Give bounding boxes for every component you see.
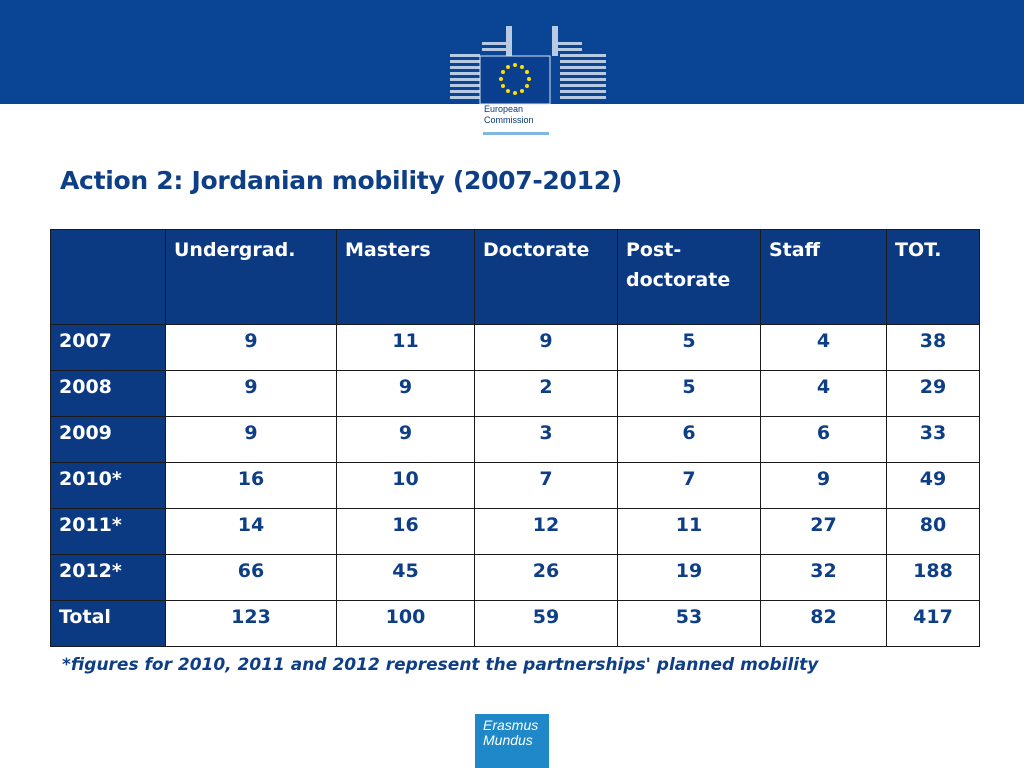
cell-value: 27 (760, 508, 887, 555)
cell-value: 26 (474, 554, 618, 601)
cell-value: 4 (760, 370, 887, 417)
cell-value: 33 (886, 416, 980, 463)
cell-value: 9 (165, 324, 337, 371)
cell-value: 12 (474, 508, 618, 555)
cell-value: 80 (886, 508, 980, 555)
table-row: 2008 9 9 2 5 4 29 (50, 370, 980, 417)
table-row: 2007 9 11 9 5 4 38 (50, 324, 980, 371)
page-title: Action 2: Jordanian mobility (2007-2012) (60, 166, 622, 195)
cell-value: 5 (617, 324, 761, 371)
cell-value: 188 (886, 554, 980, 601)
cell-value: 9 (165, 370, 337, 417)
ec-logo-underline (483, 132, 549, 135)
cell-value: 11 (617, 508, 761, 555)
cell-value: 11 (336, 324, 475, 371)
row-label: 2010* (50, 462, 166, 509)
header-cell-undergrad: Undergrad. (165, 229, 337, 325)
cell-value: 6 (617, 416, 761, 463)
row-label: 2008 (50, 370, 166, 417)
european-commission-logo: European Commission (440, 18, 616, 138)
cell-value: 59 (474, 600, 618, 647)
header-cell-masters: Masters (336, 229, 475, 325)
cell-value: 9 (165, 416, 337, 463)
cell-value: 9 (474, 324, 618, 371)
cell-value: 45 (336, 554, 475, 601)
header-cell-total: TOT. (886, 229, 980, 325)
cell-value: 66 (165, 554, 337, 601)
ec-logo-line2: Commission (484, 115, 534, 125)
cell-value: 5 (617, 370, 761, 417)
ec-logo-text: European Commission (484, 104, 564, 126)
cell-value: 6 (760, 416, 887, 463)
cell-value: 3 (474, 416, 618, 463)
cell-value: 100 (336, 600, 475, 647)
cell-value: 19 (617, 554, 761, 601)
cell-value: 38 (886, 324, 980, 371)
row-label: 2011* (50, 508, 166, 555)
erasmus-mundus-logo: Erasmus Mundus (475, 714, 549, 768)
cell-value: 9 (336, 416, 475, 463)
cell-value: 82 (760, 600, 887, 647)
cell-value: 7 (474, 462, 618, 509)
row-label: 2012* (50, 554, 166, 601)
table-header-row: Undergrad. Masters Doctorate Post-doctor… (50, 229, 980, 325)
row-label: Total (50, 600, 166, 647)
table-row: 2010* 16 10 7 7 9 49 (50, 462, 980, 509)
table-row-total: Total 123 100 59 53 82 417 (50, 600, 980, 647)
erasmus-logo-line1: Erasmus (483, 717, 539, 733)
header-cell-staff: Staff (760, 229, 887, 325)
header-cell-corner (50, 229, 166, 325)
cell-value: 49 (886, 462, 980, 509)
cell-value: 4 (760, 324, 887, 371)
cell-value: 10 (336, 462, 475, 509)
table-row: 2012* 66 45 26 19 32 188 (50, 554, 980, 601)
row-label: 2007 (50, 324, 166, 371)
ec-logo-line1: European (484, 104, 524, 114)
footnote: *figures for 2010, 2011 and 2012 represe… (62, 655, 819, 675)
table-row: 2009 9 9 3 6 6 33 (50, 416, 980, 463)
mobility-table: Undergrad. Masters Doctorate Post-doctor… (50, 229, 980, 647)
row-label: 2009 (50, 416, 166, 463)
cell-value: 2 (474, 370, 618, 417)
ec-building-icon (450, 26, 606, 105)
cell-value: 14 (165, 508, 337, 555)
cell-value: 417 (886, 600, 980, 647)
erasmus-logo-line2: Mundus (483, 732, 533, 748)
cell-value: 16 (165, 462, 337, 509)
cell-value: 9 (336, 370, 475, 417)
cell-value: 9 (760, 462, 887, 509)
cell-value: 53 (617, 600, 761, 647)
cell-value: 7 (617, 462, 761, 509)
cell-value: 16 (336, 508, 475, 555)
cell-value: 123 (165, 600, 337, 647)
header-cell-post-doctorate: Post-doctorate (617, 229, 761, 325)
header-cell-doctorate: Doctorate (474, 229, 618, 325)
cell-value: 32 (760, 554, 887, 601)
table-row: 2011* 14 16 12 11 27 80 (50, 508, 980, 555)
cell-value: 29 (886, 370, 980, 417)
